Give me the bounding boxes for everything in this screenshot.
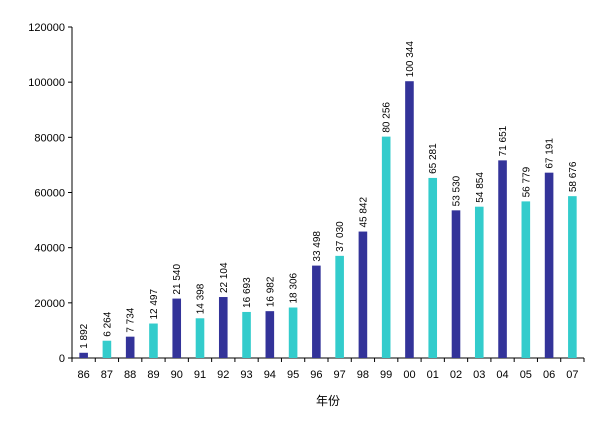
x-tick-label: 98 bbox=[357, 369, 369, 381]
x-tick-label: 96 bbox=[310, 369, 322, 381]
x-tick-label: 94 bbox=[264, 369, 276, 381]
bar-04 bbox=[498, 160, 507, 358]
y-tick-label: 80000 bbox=[34, 132, 65, 144]
y-tick-label: 40000 bbox=[34, 243, 65, 255]
data-label-06: 67 191 bbox=[545, 138, 556, 169]
y-tick-label: 100000 bbox=[28, 77, 65, 89]
bar-88 bbox=[125, 336, 135, 358]
x-tick-label: 95 bbox=[287, 369, 299, 381]
x-tick-label: 86 bbox=[78, 369, 90, 381]
x-tick-label: 02 bbox=[450, 369, 462, 381]
x-tick-label: 07 bbox=[566, 369, 578, 381]
bar-92 bbox=[218, 297, 228, 358]
x-tick-label: 89 bbox=[147, 369, 159, 381]
data-label-94: 16 982 bbox=[265, 276, 276, 307]
bar-90 bbox=[172, 298, 182, 358]
data-label-86: 1 892 bbox=[79, 323, 90, 348]
bar-96 bbox=[312, 265, 321, 358]
data-label-89: 12 497 bbox=[149, 289, 160, 320]
bar-07 bbox=[568, 196, 577, 358]
data-label-88: 7 734 bbox=[126, 307, 137, 332]
bar-97 bbox=[335, 255, 344, 358]
bar-05 bbox=[521, 201, 531, 358]
y-tick-label: 120000 bbox=[28, 22, 65, 34]
x-tick-label: 87 bbox=[101, 369, 113, 381]
x-tick-label: 90 bbox=[171, 369, 183, 381]
x-tick-label: 93 bbox=[240, 369, 252, 381]
bar-98 bbox=[358, 231, 368, 358]
y-tick-label: 0 bbox=[59, 353, 65, 365]
x-tick-label: 06 bbox=[543, 369, 555, 381]
y-tick-label: 20000 bbox=[34, 298, 65, 310]
data-label-99: 80 256 bbox=[382, 102, 393, 133]
data-label-07: 58 676 bbox=[568, 161, 579, 192]
x-tick-label: 05 bbox=[520, 369, 532, 381]
y-tick-label: 60000 bbox=[34, 188, 65, 200]
data-label-90: 21 540 bbox=[172, 264, 183, 295]
x-axis-title: 年份 bbox=[316, 394, 340, 408]
x-tick-label: 88 bbox=[124, 369, 136, 381]
data-label-87: 6 264 bbox=[102, 311, 113, 336]
bar-01 bbox=[428, 177, 438, 358]
x-tick-label: 92 bbox=[217, 369, 229, 381]
data-label-96: 33 498 bbox=[312, 231, 323, 262]
x-tick-label: 00 bbox=[403, 369, 415, 381]
data-label-01: 65 281 bbox=[428, 143, 439, 174]
x-tick-label: 91 bbox=[194, 369, 206, 381]
bar-94 bbox=[265, 311, 275, 358]
bar-00 bbox=[405, 81, 414, 358]
bar-06 bbox=[544, 172, 554, 358]
bar-93 bbox=[242, 311, 251, 358]
data-label-00: 100 344 bbox=[405, 41, 416, 78]
bar-99 bbox=[381, 136, 391, 358]
bar-87 bbox=[102, 340, 112, 358]
x-tick-label: 97 bbox=[334, 369, 346, 381]
data-label-92: 22 104 bbox=[219, 262, 230, 293]
bar-91 bbox=[195, 318, 205, 358]
data-label-05: 56 779 bbox=[521, 166, 532, 197]
x-tick-label: 03 bbox=[473, 369, 485, 381]
data-label-97: 37 030 bbox=[335, 221, 346, 252]
data-label-03: 54 854 bbox=[475, 172, 486, 203]
bar-95 bbox=[288, 307, 298, 358]
bar-03 bbox=[474, 206, 484, 358]
data-label-02: 53 530 bbox=[452, 175, 463, 206]
bar-86 bbox=[79, 352, 88, 358]
x-tick-label: 04 bbox=[496, 369, 508, 381]
data-label-98: 45 842 bbox=[358, 197, 369, 228]
bar-89 bbox=[149, 323, 158, 358]
data-label-93: 16 693 bbox=[242, 277, 253, 308]
bar-02 bbox=[451, 210, 461, 358]
data-label-04: 71 651 bbox=[498, 125, 509, 156]
x-tick-label: 01 bbox=[427, 369, 439, 381]
data-label-95: 18 306 bbox=[289, 272, 300, 303]
data-label-91: 14 398 bbox=[196, 283, 207, 314]
x-tick-label: 99 bbox=[380, 369, 392, 381]
